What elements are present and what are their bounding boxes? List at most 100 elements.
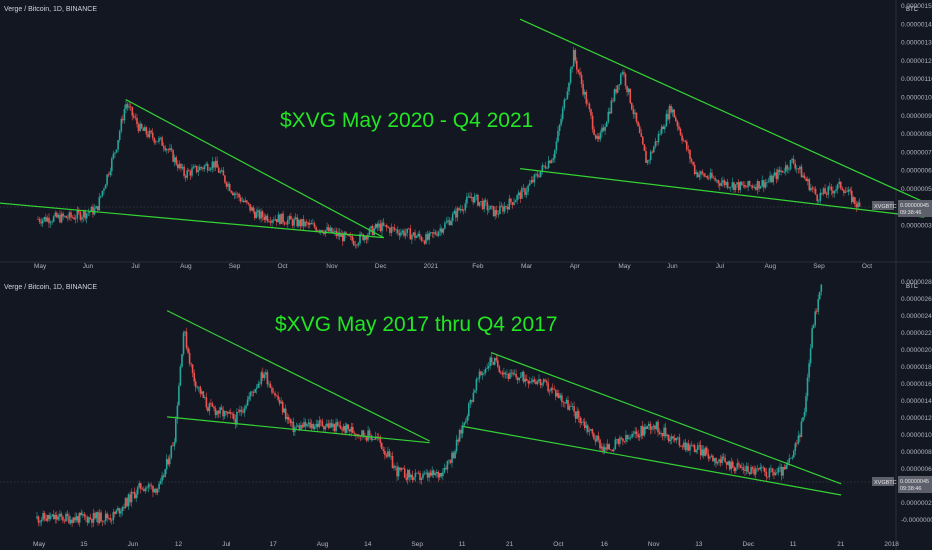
candle-body <box>202 391 205 398</box>
candle-body <box>43 513 46 519</box>
candle-body <box>628 437 630 439</box>
candle-body <box>620 74 622 85</box>
candle-body <box>585 91 588 104</box>
candle-body <box>774 172 776 176</box>
candle-body <box>623 72 625 75</box>
candle-body <box>508 198 511 210</box>
candle-body <box>127 494 130 507</box>
candle-body <box>615 89 617 93</box>
time-tick-label: 21 <box>506 541 514 548</box>
candle-body <box>667 434 670 442</box>
candle-body <box>78 512 81 523</box>
candle-body <box>466 196 468 204</box>
candle-body <box>318 230 320 232</box>
candle-body <box>538 176 540 177</box>
candle-body <box>433 232 435 234</box>
candle-body <box>191 364 194 373</box>
candle-body <box>354 244 357 246</box>
candle-body <box>645 150 647 163</box>
candle-body <box>442 228 445 233</box>
candle-body <box>46 217 49 222</box>
candle-body <box>268 221 270 222</box>
time-tick-label: May <box>33 541 46 548</box>
candle-body <box>855 204 858 208</box>
candle-body <box>670 106 672 113</box>
candle-body <box>255 387 258 389</box>
candle-body <box>635 112 638 122</box>
candle-body <box>72 517 75 523</box>
candle-body <box>497 360 499 367</box>
candle-body <box>49 222 52 224</box>
candle-body <box>133 492 136 499</box>
candle-body <box>219 407 221 414</box>
candle-body <box>722 180 724 183</box>
candle-body <box>418 233 421 237</box>
candle-body <box>733 182 735 190</box>
candle-body <box>687 149 690 151</box>
candle-body <box>725 182 727 186</box>
price-tick-label: 0.00000150 <box>901 3 932 10</box>
price-tick-label: 0.00000080 <box>901 449 932 456</box>
candle-body <box>604 126 606 131</box>
candle-body <box>381 443 383 450</box>
trendline <box>520 168 925 218</box>
candle-body <box>197 386 200 388</box>
candle-body <box>521 372 523 377</box>
candle-body <box>214 160 217 168</box>
candle-body <box>285 223 287 225</box>
candle-body <box>513 373 516 375</box>
candle-body <box>753 187 756 188</box>
candle-body <box>341 428 343 431</box>
candle-body <box>98 512 101 523</box>
candle-body <box>379 437 382 443</box>
candle-body <box>447 220 449 222</box>
candle-body <box>808 363 810 378</box>
candle-body <box>517 192 520 196</box>
candle-body <box>392 227 394 228</box>
candle-body <box>529 381 531 384</box>
candle-body <box>367 430 369 441</box>
candle-body <box>200 166 203 168</box>
candle-body <box>657 133 660 143</box>
candle-body <box>513 202 515 205</box>
candle-body <box>106 513 108 518</box>
candle-body <box>310 223 313 225</box>
candle-body <box>246 200 248 203</box>
candle-body <box>437 231 440 236</box>
candle-body <box>512 372 514 375</box>
candle-body <box>145 127 148 135</box>
candle-body <box>550 160 553 164</box>
candle-body <box>565 399 568 404</box>
time-tick-label: Jun <box>83 263 94 270</box>
candle-body <box>656 141 658 143</box>
candle-body <box>626 435 629 439</box>
candle-body <box>737 182 740 191</box>
candle-body <box>68 516 70 524</box>
candle-body <box>320 420 322 422</box>
candle-body <box>249 391 252 397</box>
candle-body <box>263 374 266 378</box>
candle-body <box>36 516 38 519</box>
candle-body <box>207 407 209 411</box>
price-tag: XVGBTC 0.00000045 09:38:46 <box>872 476 932 493</box>
candle-body <box>112 512 115 520</box>
candle-body <box>756 181 759 190</box>
time-tick-label: 11 <box>459 541 466 548</box>
trendline <box>519 18 925 203</box>
candle-body <box>690 159 693 162</box>
candle-body <box>385 455 388 457</box>
candle-body <box>170 148 173 151</box>
candle-body <box>491 205 493 207</box>
candle-body <box>627 88 630 93</box>
candle-body <box>469 400 472 404</box>
candle-body <box>692 445 694 446</box>
candle-body <box>54 212 57 217</box>
candle-body <box>509 373 511 379</box>
candle-body <box>739 464 742 468</box>
candle-body <box>164 147 166 151</box>
candle-body <box>290 216 292 220</box>
candle-body <box>313 426 316 429</box>
candle-body <box>351 236 353 241</box>
candle-body <box>669 439 671 442</box>
time-tick-label: 12 <box>175 541 183 548</box>
